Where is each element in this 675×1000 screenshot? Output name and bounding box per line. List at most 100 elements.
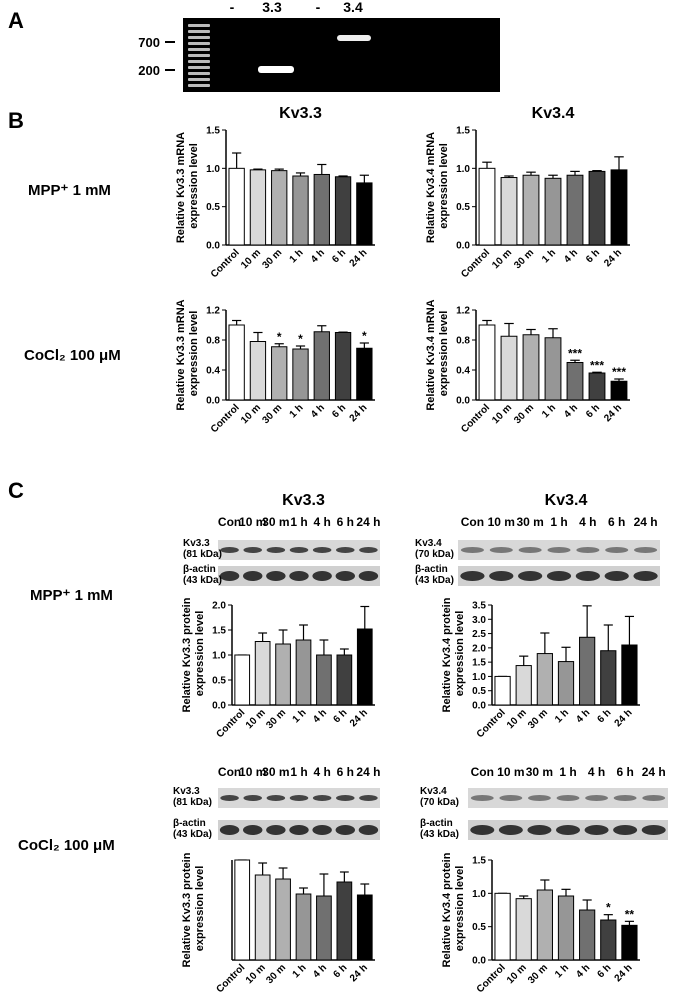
lane-label: Con bbox=[471, 765, 494, 779]
ladder-band bbox=[188, 36, 210, 39]
bar bbox=[600, 919, 617, 961]
bar bbox=[494, 892, 511, 961]
gel-band bbox=[258, 66, 294, 73]
blot-label: (43 kDa) bbox=[173, 829, 212, 840]
y-tick-label: 2.0 bbox=[212, 601, 226, 612]
blot-band bbox=[266, 825, 286, 835]
blot-band bbox=[584, 825, 609, 835]
bar bbox=[316, 895, 332, 961]
x-tick-label: 6 h bbox=[584, 402, 602, 420]
blot-band bbox=[335, 825, 356, 835]
blot-band bbox=[576, 547, 600, 553]
gel-image bbox=[183, 18, 500, 92]
x-tick-label: Control bbox=[475, 707, 508, 740]
blot-band bbox=[470, 795, 494, 801]
bar bbox=[579, 636, 596, 706]
chart-title: Kv3.4 bbox=[545, 492, 588, 509]
lane-label: - bbox=[316, 0, 321, 15]
bar bbox=[557, 895, 575, 961]
x-tick-label: 4 h bbox=[562, 247, 580, 265]
y-tick-label: 0.5 bbox=[212, 676, 226, 687]
x-tick-label: 10 m bbox=[505, 962, 529, 986]
blot-band bbox=[518, 547, 542, 553]
blot-band bbox=[489, 547, 513, 553]
blot-band bbox=[266, 571, 286, 581]
bar bbox=[254, 874, 271, 961]
bar bbox=[478, 324, 496, 401]
x-tick-label: 30 m bbox=[260, 247, 284, 271]
y-tick-label: 0.8 bbox=[206, 336, 220, 347]
significance-label: * bbox=[606, 901, 611, 915]
y-axis-label: Relative Kv3.3 mRNA expression level bbox=[175, 132, 200, 243]
ladder-band bbox=[188, 60, 210, 63]
x-tick-label: 1 h bbox=[540, 247, 558, 265]
bar bbox=[536, 889, 553, 961]
bar bbox=[522, 334, 540, 401]
significance-label: * bbox=[362, 329, 367, 343]
lane-label: 6 h bbox=[337, 515, 354, 529]
bar bbox=[515, 665, 532, 706]
bar bbox=[228, 167, 245, 246]
blot-band bbox=[642, 795, 666, 801]
y-tick-label: 1.2 bbox=[206, 306, 220, 317]
x-tick-label: 30 m bbox=[526, 962, 550, 986]
x-tick-label: 4 h bbox=[574, 707, 592, 725]
blot-label: β-actin bbox=[173, 818, 206, 829]
lane-label: 24 h bbox=[356, 515, 380, 529]
y-tick-label: 1.5 bbox=[472, 856, 486, 867]
blot-band bbox=[470, 825, 495, 835]
significance-label: *** bbox=[612, 365, 626, 379]
blot-label: Kv3.4 bbox=[415, 538, 442, 549]
blot-band bbox=[359, 547, 378, 553]
x-tick-label: 30 m bbox=[512, 247, 536, 271]
x-tick-label: Control bbox=[209, 247, 242, 280]
row-label: MPP⁺ 1 mM bbox=[30, 587, 113, 604]
bar bbox=[500, 177, 518, 246]
bar bbox=[588, 372, 606, 401]
bar bbox=[500, 335, 518, 401]
y-tick-label: 0.5 bbox=[206, 202, 220, 213]
x-tick-label: 6 h bbox=[330, 402, 348, 420]
ladder-band bbox=[188, 54, 210, 57]
blot-label: (81 kDa) bbox=[173, 797, 212, 808]
x-tick-label: 1 h bbox=[553, 962, 571, 980]
x-tick-label: Control bbox=[214, 962, 247, 995]
bar bbox=[610, 169, 628, 246]
blot-band bbox=[336, 547, 355, 553]
blot-band bbox=[243, 547, 262, 553]
bar bbox=[271, 346, 288, 401]
blot-band bbox=[219, 571, 240, 581]
bar bbox=[579, 909, 596, 961]
blot-band bbox=[289, 571, 309, 581]
significance-label: ** bbox=[625, 907, 635, 921]
y-tick-label: 1.2 bbox=[456, 306, 470, 317]
bar bbox=[313, 173, 330, 246]
y-axis-label: Relative Kv3.4 protein expression level bbox=[441, 597, 466, 712]
y-tick-label: 0.5 bbox=[472, 922, 486, 933]
y-tick-label: 1.0 bbox=[472, 889, 486, 900]
blot-band bbox=[605, 547, 629, 553]
ladder-band bbox=[188, 66, 210, 69]
lane-label: 24 h bbox=[634, 515, 658, 529]
row-label: MPP⁺ 1 mM bbox=[28, 182, 111, 199]
x-tick-label: 24 h bbox=[348, 962, 370, 984]
bar bbox=[313, 331, 330, 401]
blot-band bbox=[518, 571, 543, 581]
x-tick-label: 24 h bbox=[613, 707, 635, 729]
significance-label: *** bbox=[568, 346, 582, 360]
x-tick-label: 4 h bbox=[309, 402, 327, 420]
y-tick-label: 1.0 bbox=[206, 164, 220, 175]
x-tick-label: 4 h bbox=[574, 962, 592, 980]
x-tick-label: 6 h bbox=[330, 247, 348, 265]
x-tick-label: 6 h bbox=[584, 247, 602, 265]
panel-letter: B bbox=[8, 108, 24, 133]
blot-label: (43 kDa) bbox=[415, 575, 454, 586]
bar bbox=[566, 362, 584, 401]
significance-label: *** bbox=[590, 358, 604, 372]
y-tick-label: 1.0 bbox=[456, 164, 470, 175]
blot-band bbox=[359, 795, 378, 801]
lane-label: 1 h bbox=[290, 515, 307, 529]
y-tick-label: 0.0 bbox=[472, 701, 486, 712]
bar bbox=[334, 332, 352, 401]
y-tick-label: 3.5 bbox=[472, 601, 486, 612]
